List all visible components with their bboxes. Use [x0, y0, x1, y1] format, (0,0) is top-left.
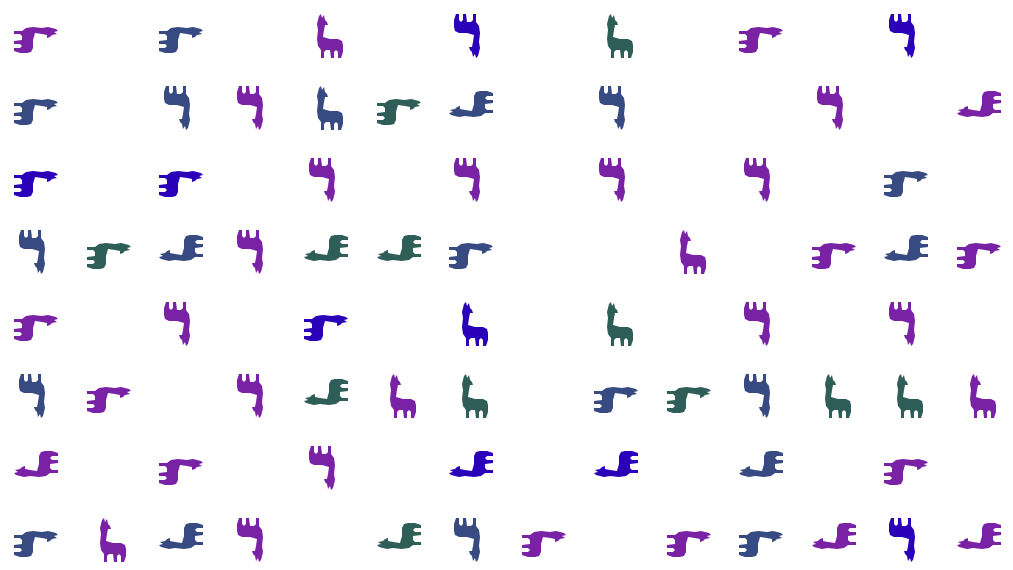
llama-icon: [592, 300, 640, 348]
llama-icon: [447, 444, 495, 492]
llama-icon: [157, 84, 205, 132]
llama-icon: [157, 228, 205, 276]
llama-icon: [737, 156, 785, 204]
llama-icon: [157, 516, 205, 564]
llama-icon: [230, 372, 278, 420]
llama-icon: [810, 84, 858, 132]
llama-icon: [12, 516, 60, 564]
llama-icon: [302, 372, 350, 420]
llama-icon: [157, 444, 205, 492]
llama-icon: [302, 300, 350, 348]
llama-icon: [955, 372, 1003, 420]
llama-icon: [447, 516, 495, 564]
llama-icon: [375, 228, 423, 276]
llama-icon: [447, 12, 495, 60]
llama-icon: [447, 300, 495, 348]
llama-icon: [302, 156, 350, 204]
llama-icon: [230, 84, 278, 132]
llama-icon: [12, 300, 60, 348]
llama-icon: [302, 444, 350, 492]
llama-icon: [230, 516, 278, 564]
llama-icon: [157, 12, 205, 60]
llama-icon: [85, 228, 133, 276]
llama-icon: [302, 12, 350, 60]
llama-icon: [12, 228, 60, 276]
llama-icon: [665, 516, 713, 564]
llama-icon: [737, 516, 785, 564]
llama-icon: [447, 372, 495, 420]
llama-icon: [882, 156, 930, 204]
llama-icon: [375, 516, 423, 564]
llama-icon: [810, 228, 858, 276]
llama-icon: [737, 444, 785, 492]
llama-icon: [737, 12, 785, 60]
llama-icon: [882, 12, 930, 60]
llama-icon: [592, 372, 640, 420]
llama-icon: [882, 444, 930, 492]
llama-icon: [592, 84, 640, 132]
llama-icon: [882, 516, 930, 564]
llama-icon: [12, 372, 60, 420]
llama-icon: [520, 516, 568, 564]
llama-icon: [230, 228, 278, 276]
llama-icon: [592, 444, 640, 492]
llama-icon: [302, 228, 350, 276]
llama-icon: [302, 84, 350, 132]
llama-icon: [955, 516, 1003, 564]
llama-icon: [737, 300, 785, 348]
llama-icon: [12, 84, 60, 132]
llama-icon: [882, 228, 930, 276]
llama-icon: [882, 372, 930, 420]
llama-icon: [12, 12, 60, 60]
llama-icon: [882, 300, 930, 348]
llama-icon: [665, 372, 713, 420]
llama-icon: [157, 300, 205, 348]
llama-icon: [592, 156, 640, 204]
llama-icon: [12, 156, 60, 204]
llama-icon: [375, 84, 423, 132]
llama-icon: [447, 156, 495, 204]
llama-icon: [665, 228, 713, 276]
llama-icon: [737, 372, 785, 420]
llama-icon: [447, 84, 495, 132]
llama-icon: [955, 228, 1003, 276]
llama-icon: [955, 84, 1003, 132]
llama-icon: [12, 444, 60, 492]
llama-icon: [85, 516, 133, 564]
llama-icon: [157, 156, 205, 204]
llama-icon: [810, 516, 858, 564]
llama-icon: [375, 372, 423, 420]
llama-icon: [447, 228, 495, 276]
llama-icon: [85, 372, 133, 420]
llama-icon: [592, 12, 640, 60]
llama-icon: [810, 372, 858, 420]
